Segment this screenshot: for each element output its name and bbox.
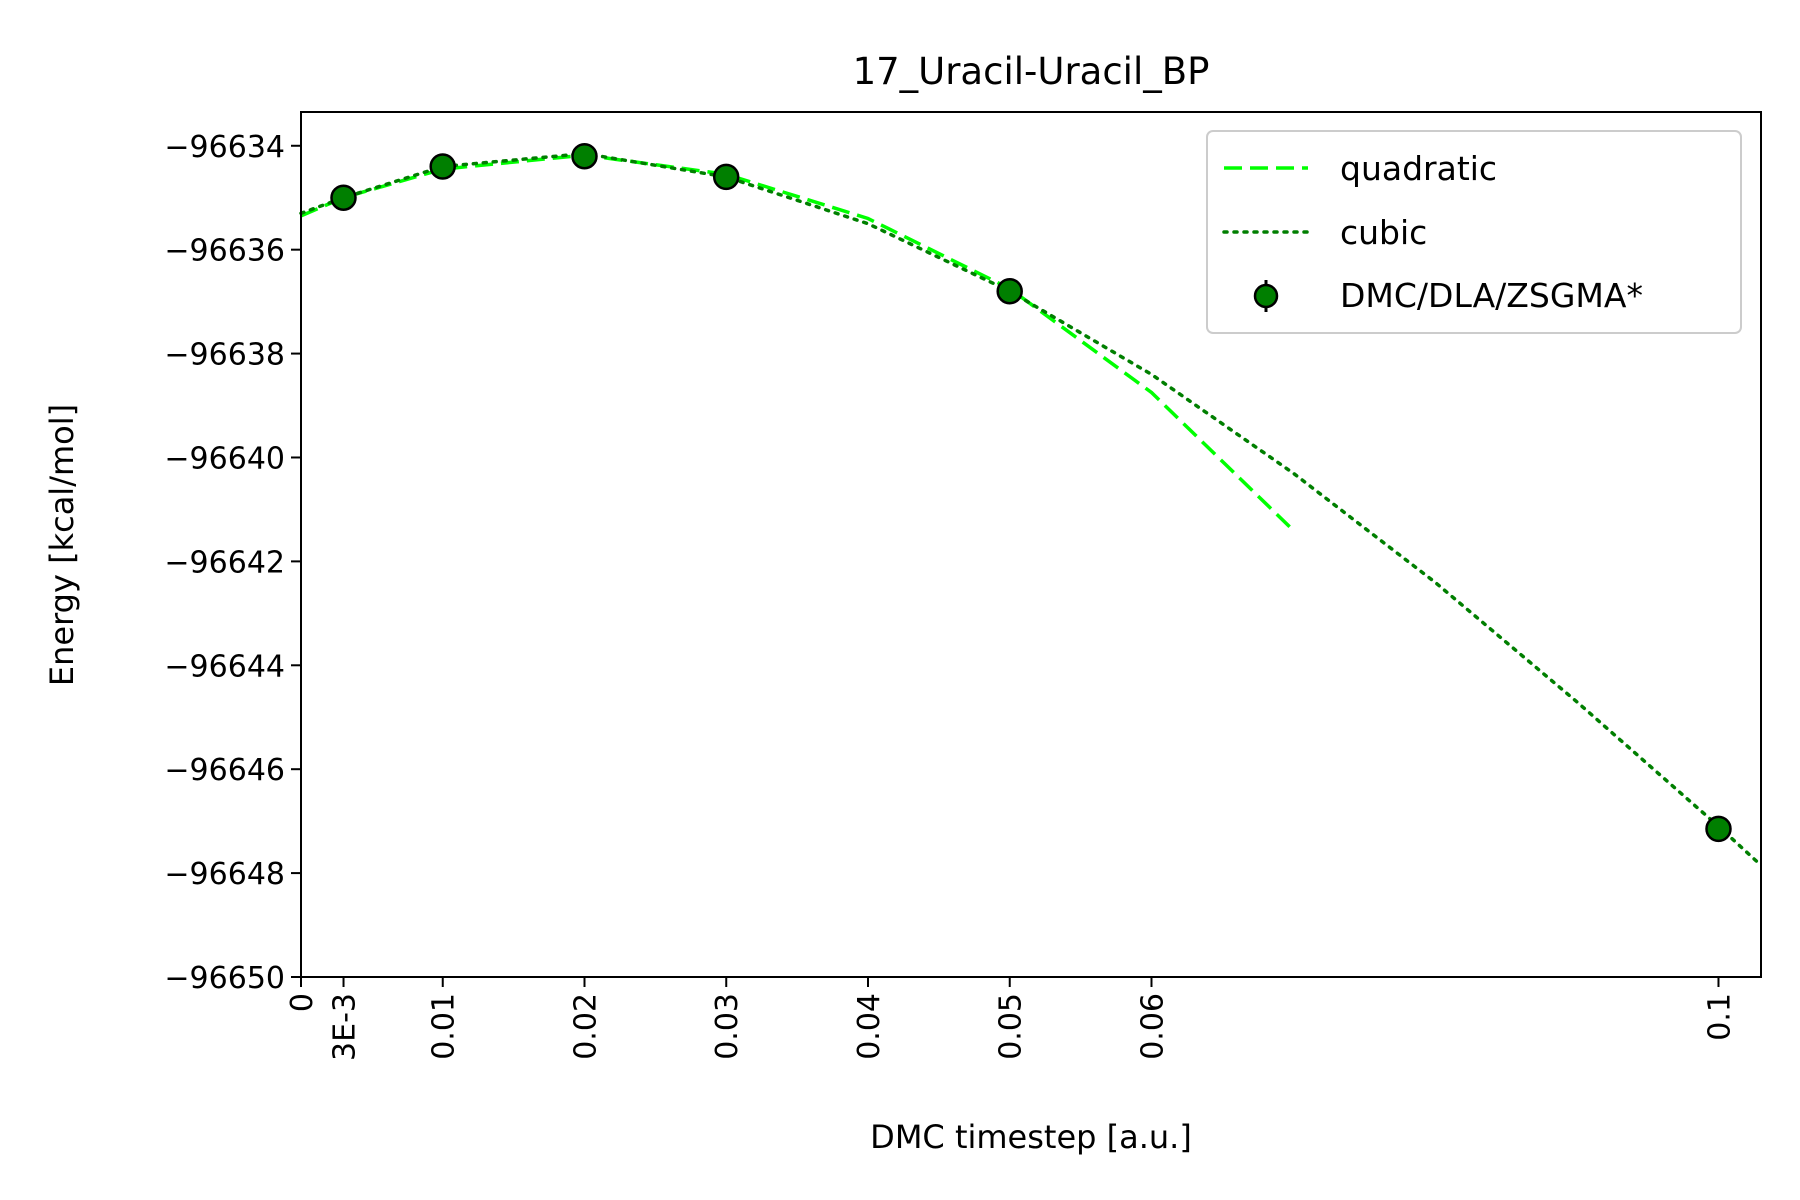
y-tick-label: −96642	[164, 545, 285, 580]
y-tick-label: −96644	[164, 649, 285, 684]
x-tick-label: 0.03	[710, 993, 745, 1060]
x-tick-label: 3E-3	[328, 993, 363, 1061]
chart-title: 17_Uracil-Uracil_BP	[853, 50, 1210, 93]
y-tick-label: −96646	[164, 753, 285, 788]
legend-box	[1206, 130, 1742, 334]
y-tick-label: −96650	[164, 961, 285, 996]
x-axis-title: DMC timestep [a.u.]	[870, 1118, 1192, 1156]
data-points	[330, 142, 1732, 843]
x-tick-label: 0.06	[1136, 993, 1171, 1060]
x-axis-ticks: 0 3E-3 0.01 0.02 0.03 0.04 0.05 0.06 0.1	[285, 977, 1738, 1061]
y-tick-label: −96648	[164, 857, 285, 892]
data-point	[330, 184, 357, 211]
x-tick-label: 0.01	[427, 993, 462, 1060]
y-axis-ticks: −96634 −96636 −96638 −96640 −96642 −96644 −966…	[164, 130, 301, 996]
data-point	[1705, 815, 1732, 843]
y-tick-label: −96638	[164, 338, 285, 373]
data-point	[996, 277, 1023, 305]
legend-cubic-label: cubic	[1340, 213, 1427, 252]
legend-dmc-marker	[1253, 283, 1279, 309]
legend-quadratic-label: quadratic	[1340, 149, 1497, 188]
legend: quadratic cubic DMC/DLA/ZSGMA*	[1206, 130, 1742, 334]
x-tick-label: 0.02	[569, 993, 604, 1060]
data-point	[429, 153, 456, 180]
y-axis-title: Energy [kcal/mol]	[43, 404, 81, 686]
plot-area-frame	[300, 111, 1762, 978]
y-tick-label: −96634	[164, 130, 285, 165]
x-tick-label: 0.04	[852, 993, 887, 1060]
data-point	[712, 163, 740, 191]
y-tick-label: −96636	[164, 234, 285, 269]
x-tick-label: 0.05	[994, 993, 1029, 1060]
x-tick-label: 0.1	[1703, 993, 1738, 1041]
x-tick-label: 0	[285, 993, 320, 1012]
y-tick-label: −96640	[164, 442, 285, 477]
data-point	[571, 142, 598, 170]
legend-dmc-label: DMC/DLA/ZSGMA*	[1340, 276, 1643, 315]
